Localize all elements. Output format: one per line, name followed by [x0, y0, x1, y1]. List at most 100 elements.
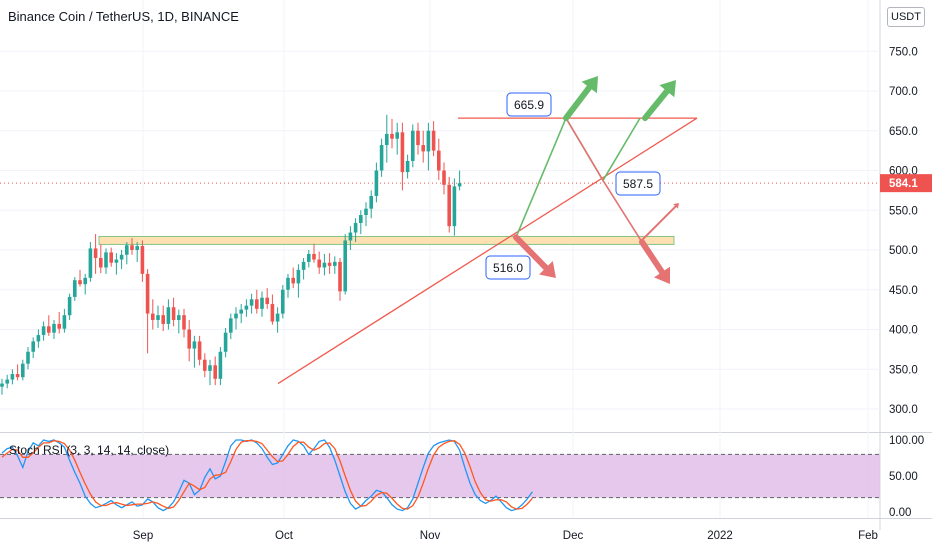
bear-projection-path [565, 117, 643, 243]
candle-body [218, 351, 223, 379]
candle-body [161, 315, 165, 324]
price-label-low: 516.0 [493, 261, 523, 275]
candle-body [317, 259, 321, 268]
candle-body [10, 374, 15, 380]
candle-body [15, 374, 20, 378]
time-tick-label: Dec [563, 530, 584, 542]
time-tick-label: Sep [133, 530, 153, 542]
candle-body [52, 323, 56, 333]
candle-body [405, 160, 410, 173]
candle-body [192, 341, 197, 349]
candle-body [47, 326, 51, 333]
candle-body [88, 248, 93, 278]
green-arrow-up-right-shaft [642, 88, 670, 122]
candle-body [223, 332, 228, 352]
stoch-k-line [1, 439, 533, 512]
candle-body [379, 145, 384, 171]
candle-body [208, 365, 212, 371]
indicator-title[interactable]: Stoch RSI (3, 3, 14, 14, close) [9, 443, 170, 457]
candle-body [234, 313, 238, 319]
candle-body [125, 245, 129, 255]
candle-body [26, 351, 30, 364]
candle-body [73, 280, 77, 297]
candle-body [359, 215, 363, 223]
price-tick-label: 550.0 [889, 205, 918, 217]
price-tick-label: 450.0 [889, 285, 918, 297]
time-tick-label: 2022 [707, 530, 733, 542]
candle-body [187, 329, 191, 349]
candle-body [421, 145, 425, 152]
candle-body [447, 184, 451, 227]
price-label-mid: 587.5 [623, 177, 653, 191]
candle-body [416, 130, 420, 146]
candle-body [203, 359, 207, 371]
red-arrow-down-left-shaft [513, 234, 549, 271]
price-label-high: 665.9 [514, 98, 544, 112]
candle-body [364, 208, 368, 216]
candle-body [140, 246, 145, 274]
candle-body [31, 341, 35, 352]
candle-body [83, 277, 87, 285]
candle-body [177, 315, 181, 320]
trend-line [277, 117, 698, 385]
candle-body [307, 253, 311, 262]
candle-body [260, 297, 264, 309]
candle-body [452, 186, 457, 227]
green-arrow-up-left-shaft [563, 84, 593, 122]
stoch-tick-label: 50.00 [889, 471, 918, 483]
candle-body [265, 297, 269, 305]
price-label-mid-box [615, 171, 661, 196]
stoch-band [0, 454, 880, 498]
candle-body [322, 262, 327, 268]
candle-body [353, 222, 358, 233]
currency-selector[interactable]: USDT [887, 7, 925, 27]
red-arrow-thin-shaft [639, 205, 677, 244]
candle-body [296, 269, 301, 284]
candle-body [62, 315, 67, 329]
candle-body [442, 170, 446, 185]
price-tick-label: 400.0 [889, 325, 918, 337]
candle-body [374, 170, 379, 196]
price-tick-label: 700.0 [889, 86, 918, 98]
candle-body [369, 195, 373, 209]
candle-body [385, 133, 389, 146]
candle-body [36, 335, 41, 342]
candle-body [338, 261, 342, 292]
candle-body [130, 245, 134, 250]
red-arrow-down-left-head [539, 260, 556, 278]
candle-body [333, 261, 337, 266]
candle-body [229, 318, 233, 333]
candle-body [270, 304, 275, 322]
candle-body [145, 273, 150, 314]
time-tick-label: Nov [420, 530, 441, 542]
red-arrow-down-right-shaft [639, 239, 666, 276]
red-arrow-down-right-head [654, 266, 670, 284]
price-tick-label: 650.0 [889, 126, 918, 138]
candle-body [41, 326, 46, 336]
candle-body [426, 130, 431, 152]
candle-body [166, 307, 171, 324]
candle-body [437, 150, 441, 171]
red-arrow-thin-head [673, 203, 679, 209]
price-tick-label: 350.0 [889, 364, 918, 376]
candle-body [457, 183, 462, 187]
time-tick-label: Feb [858, 530, 878, 542]
candle-body [400, 132, 405, 173]
candle-body [390, 133, 394, 139]
green-arrow-up-left-head [581, 76, 598, 94]
candle-body [255, 299, 259, 309]
candle-body [197, 341, 202, 360]
candle-body [244, 305, 249, 310]
stoch-tick-label: 100.00 [889, 435, 924, 447]
candle-body [291, 277, 295, 284]
candle-body [431, 130, 436, 151]
candle-body [411, 130, 415, 161]
time-tick-label: Oct [275, 530, 294, 542]
candle-body [21, 363, 25, 378]
candle-body [135, 246, 139, 250]
candle-body [286, 277, 290, 290]
candle-body [343, 240, 347, 292]
stoch-d-line [1, 440, 533, 510]
